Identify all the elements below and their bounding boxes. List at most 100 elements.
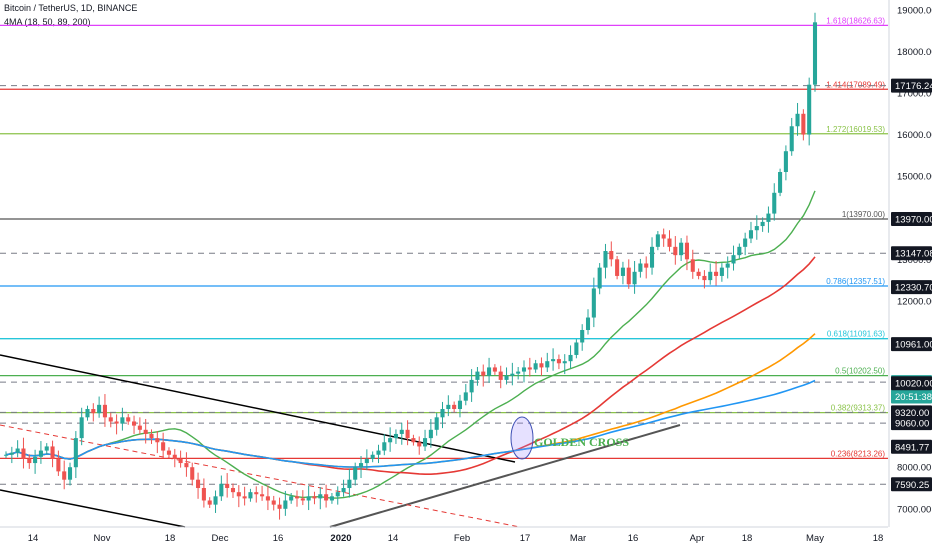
candle-body [79,417,84,439]
candle-body [510,373,515,376]
candle-body [347,479,352,489]
price-tag [891,211,932,226]
candle-body [97,404,102,414]
x-tick-label: 18 [873,533,884,544]
x-tick-label: 18 [742,533,753,544]
y-tick-label: 18000.00 [897,47,932,58]
candle-body [242,496,247,499]
x-tick-label: 16 [273,533,284,544]
candle-body [428,429,433,439]
candle-body [463,392,468,401]
candle-body [271,500,276,505]
candle-body [33,456,38,464]
candle-body [21,448,26,459]
x-tick-label: Mar [570,533,586,544]
candle-body [801,113,806,135]
candle-body [91,409,96,414]
candle-body [609,251,614,260]
y-tick-label: 15000.00 [897,172,932,183]
candle-body [696,271,701,276]
channel-upper-trendline [0,354,516,463]
candle-body [254,492,259,495]
price-tag-label: 10961.00 [895,340,932,351]
candle-body [283,500,288,509]
candle-body [376,450,381,455]
ma18-line [5,190,816,499]
candle-body [364,458,369,464]
candle-body [15,448,20,453]
candle-body [265,496,270,501]
candle-body [551,359,556,362]
candle-body [126,417,131,422]
x-tick-label: 2020 [330,533,351,544]
candle-body [754,226,759,231]
candle-body [341,488,346,493]
candle-body [795,113,800,127]
candle-body [585,317,591,331]
candle-body [487,367,492,376]
candle-body [778,172,783,193]
candle-body [492,367,497,372]
ma200-line [5,379,816,468]
candle-body [190,467,195,480]
candle-body [161,442,166,451]
fib-label-0.786: 0.786(12357.51) [826,277,885,286]
candle-body [149,433,154,439]
candle-body [382,442,387,451]
candle-body [760,221,765,227]
candle-body [731,255,736,264]
candle-body [353,467,358,480]
candle-body [155,438,160,443]
candle-body [411,438,416,443]
indicator-legend: 4MA (18, 50, 89, 200) [4,17,91,27]
candle-body [236,492,241,497]
candle-body [423,438,428,447]
x-tick-label: 14 [28,533,39,544]
candle-body [388,438,393,443]
candle-body [50,446,55,459]
x-tick-label: Feb [454,533,470,544]
ma89-line [5,333,816,468]
price-tag-label: 10020.00 [895,379,932,390]
candle-body [539,363,544,368]
candle-body [725,263,730,268]
candle-body [143,429,148,434]
candle-body [504,375,509,380]
candle-body [201,488,206,501]
candle-body [545,361,550,368]
candle-body [108,417,113,422]
candle-body [446,404,451,410]
candle-body [230,488,236,493]
price-tag-label: 7590.25 [895,480,929,491]
symbol-title: Bitcoin / TetherUS, 1D, BINANCE [4,3,138,13]
price-tag-label: 20:51:38 [895,392,932,403]
y-tick-label: 16000.00 [897,130,932,141]
candle-body [655,234,660,247]
candle-body [38,450,43,457]
candle-body [556,359,561,364]
candle-body [661,234,666,239]
candle-body [690,259,695,272]
candle-body [673,246,678,256]
fib-label-1.414: 1.414(17089.49) [826,80,885,89]
y-tick-label: 19000.00 [897,5,932,16]
candle-body [772,192,777,214]
candle-body [184,463,189,468]
candle-body [289,496,294,501]
candle-body [213,496,218,505]
candle-body [597,267,602,289]
candle-body [85,409,90,418]
candle-body [743,238,748,247]
candle-body [440,409,445,418]
x-tick-label: Apr [690,533,705,544]
y-tick-label: 8000.00 [897,463,931,474]
candle-body [521,367,527,372]
x-tick-label: Nov [94,533,111,544]
candle-body [329,496,334,501]
candle-body [73,438,78,468]
y-tick-label: 7000.00 [897,504,931,515]
candle-body [719,267,724,276]
candle-body [399,429,404,434]
